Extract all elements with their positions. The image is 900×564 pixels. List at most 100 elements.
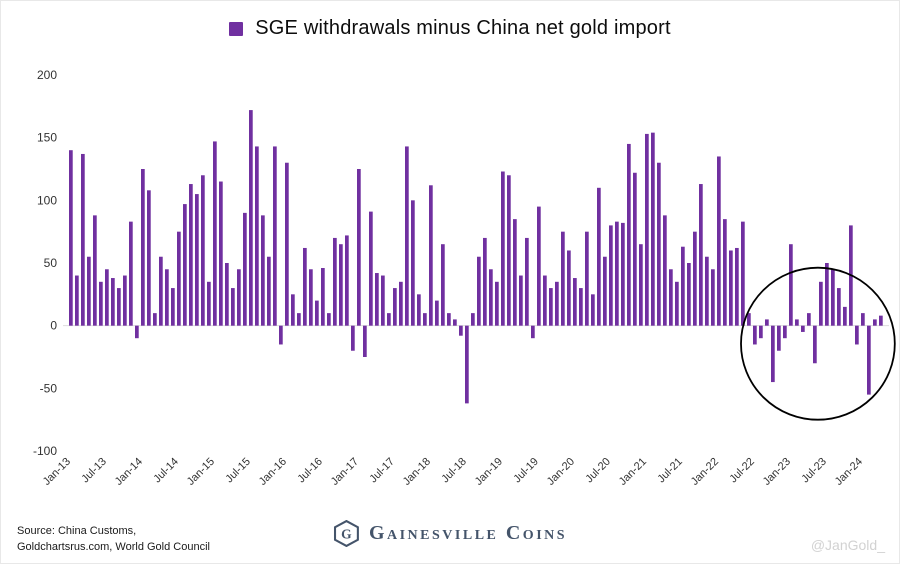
bar (405, 146, 409, 326)
bar (825, 263, 829, 326)
bar (213, 141, 217, 326)
bar (147, 190, 151, 326)
x-tick-label: Jan-16 (257, 456, 289, 488)
bar (129, 221, 133, 326)
bar (141, 169, 145, 326)
bar (453, 319, 457, 326)
bar (285, 162, 289, 326)
bar (291, 294, 295, 326)
bar (597, 187, 601, 326)
x-tick-label: Jan-23 (761, 456, 793, 488)
bar (735, 247, 739, 326)
bar (639, 244, 643, 326)
bar (237, 269, 241, 326)
bar (831, 269, 835, 326)
bar (861, 313, 865, 326)
svg-text:G: G (341, 527, 352, 542)
bar (705, 256, 709, 326)
bar (531, 325, 535, 339)
bar (483, 237, 487, 326)
bar (801, 325, 805, 332)
bar (513, 219, 517, 326)
bar (567, 250, 571, 326)
bar (399, 281, 403, 326)
bar (741, 221, 745, 326)
bar (723, 219, 727, 326)
x-tick-label: Jan-19 (473, 456, 505, 488)
bar (489, 269, 493, 326)
bar (417, 294, 421, 326)
x-tick-label: Jul-13 (79, 456, 109, 486)
bar (609, 225, 613, 326)
bar (783, 325, 787, 339)
bar (651, 132, 655, 326)
x-tick-label: Jul-19 (511, 456, 541, 486)
bar (99, 281, 103, 326)
bar (393, 288, 397, 326)
bar (309, 269, 313, 326)
bar (591, 294, 595, 326)
bar (303, 247, 307, 326)
bar (855, 325, 859, 345)
legend-marker-icon (229, 21, 244, 36)
bar (561, 231, 565, 326)
x-tick-label: Jul-22 (727, 456, 757, 486)
bar (219, 181, 223, 326)
brand-name: Gainesville Coins (368, 522, 568, 544)
bar (195, 194, 199, 326)
bar (321, 268, 325, 326)
bar (537, 206, 541, 326)
bar (585, 231, 589, 326)
y-tick-label: 150 (37, 131, 57, 145)
bar (171, 288, 175, 326)
bar (69, 150, 73, 326)
bar (261, 215, 265, 326)
bar (111, 278, 115, 326)
bar (843, 306, 847, 326)
bar (681, 246, 685, 326)
x-tick-label: Jan-17 (329, 456, 361, 488)
bar (819, 281, 823, 326)
x-tick-label: Jul-23 (799, 456, 829, 486)
x-tick-label: Jan-15 (185, 456, 217, 488)
bar (657, 162, 661, 326)
bar (441, 244, 445, 326)
bar (249, 110, 253, 326)
y-tick-label: 200 (37, 68, 57, 82)
bar (267, 256, 271, 326)
bar (471, 313, 475, 326)
bar (837, 288, 841, 326)
bar (345, 235, 349, 326)
x-tick-label: Jan-20 (545, 456, 577, 488)
bar (795, 319, 799, 326)
bar (363, 325, 367, 357)
bar (699, 184, 703, 326)
bar (81, 153, 85, 326)
bar (615, 221, 619, 326)
x-tick-label: Jan-13 (41, 456, 73, 488)
bar (813, 325, 817, 364)
bar (687, 263, 691, 326)
highlight-circle (740, 266, 896, 421)
bar (753, 325, 757, 345)
bar (387, 313, 391, 326)
bar (549, 288, 553, 326)
bar (495, 281, 499, 326)
bar (93, 215, 97, 326)
bar (447, 313, 451, 326)
bar (435, 300, 439, 326)
brand-logo: G Gainesville Coins (333, 520, 567, 547)
bar (183, 204, 187, 326)
bar (333, 237, 337, 326)
bar (339, 244, 343, 326)
bar (603, 256, 607, 326)
bar (189, 184, 193, 326)
bar (669, 269, 673, 326)
x-tick-label: Jan-24 (833, 456, 865, 488)
bar (777, 325, 781, 351)
x-tick-label: Jul-17 (367, 456, 397, 486)
x-tick-label: Jul-18 (439, 456, 469, 486)
y-tick-label: -100 (33, 444, 57, 458)
bar (627, 143, 631, 326)
